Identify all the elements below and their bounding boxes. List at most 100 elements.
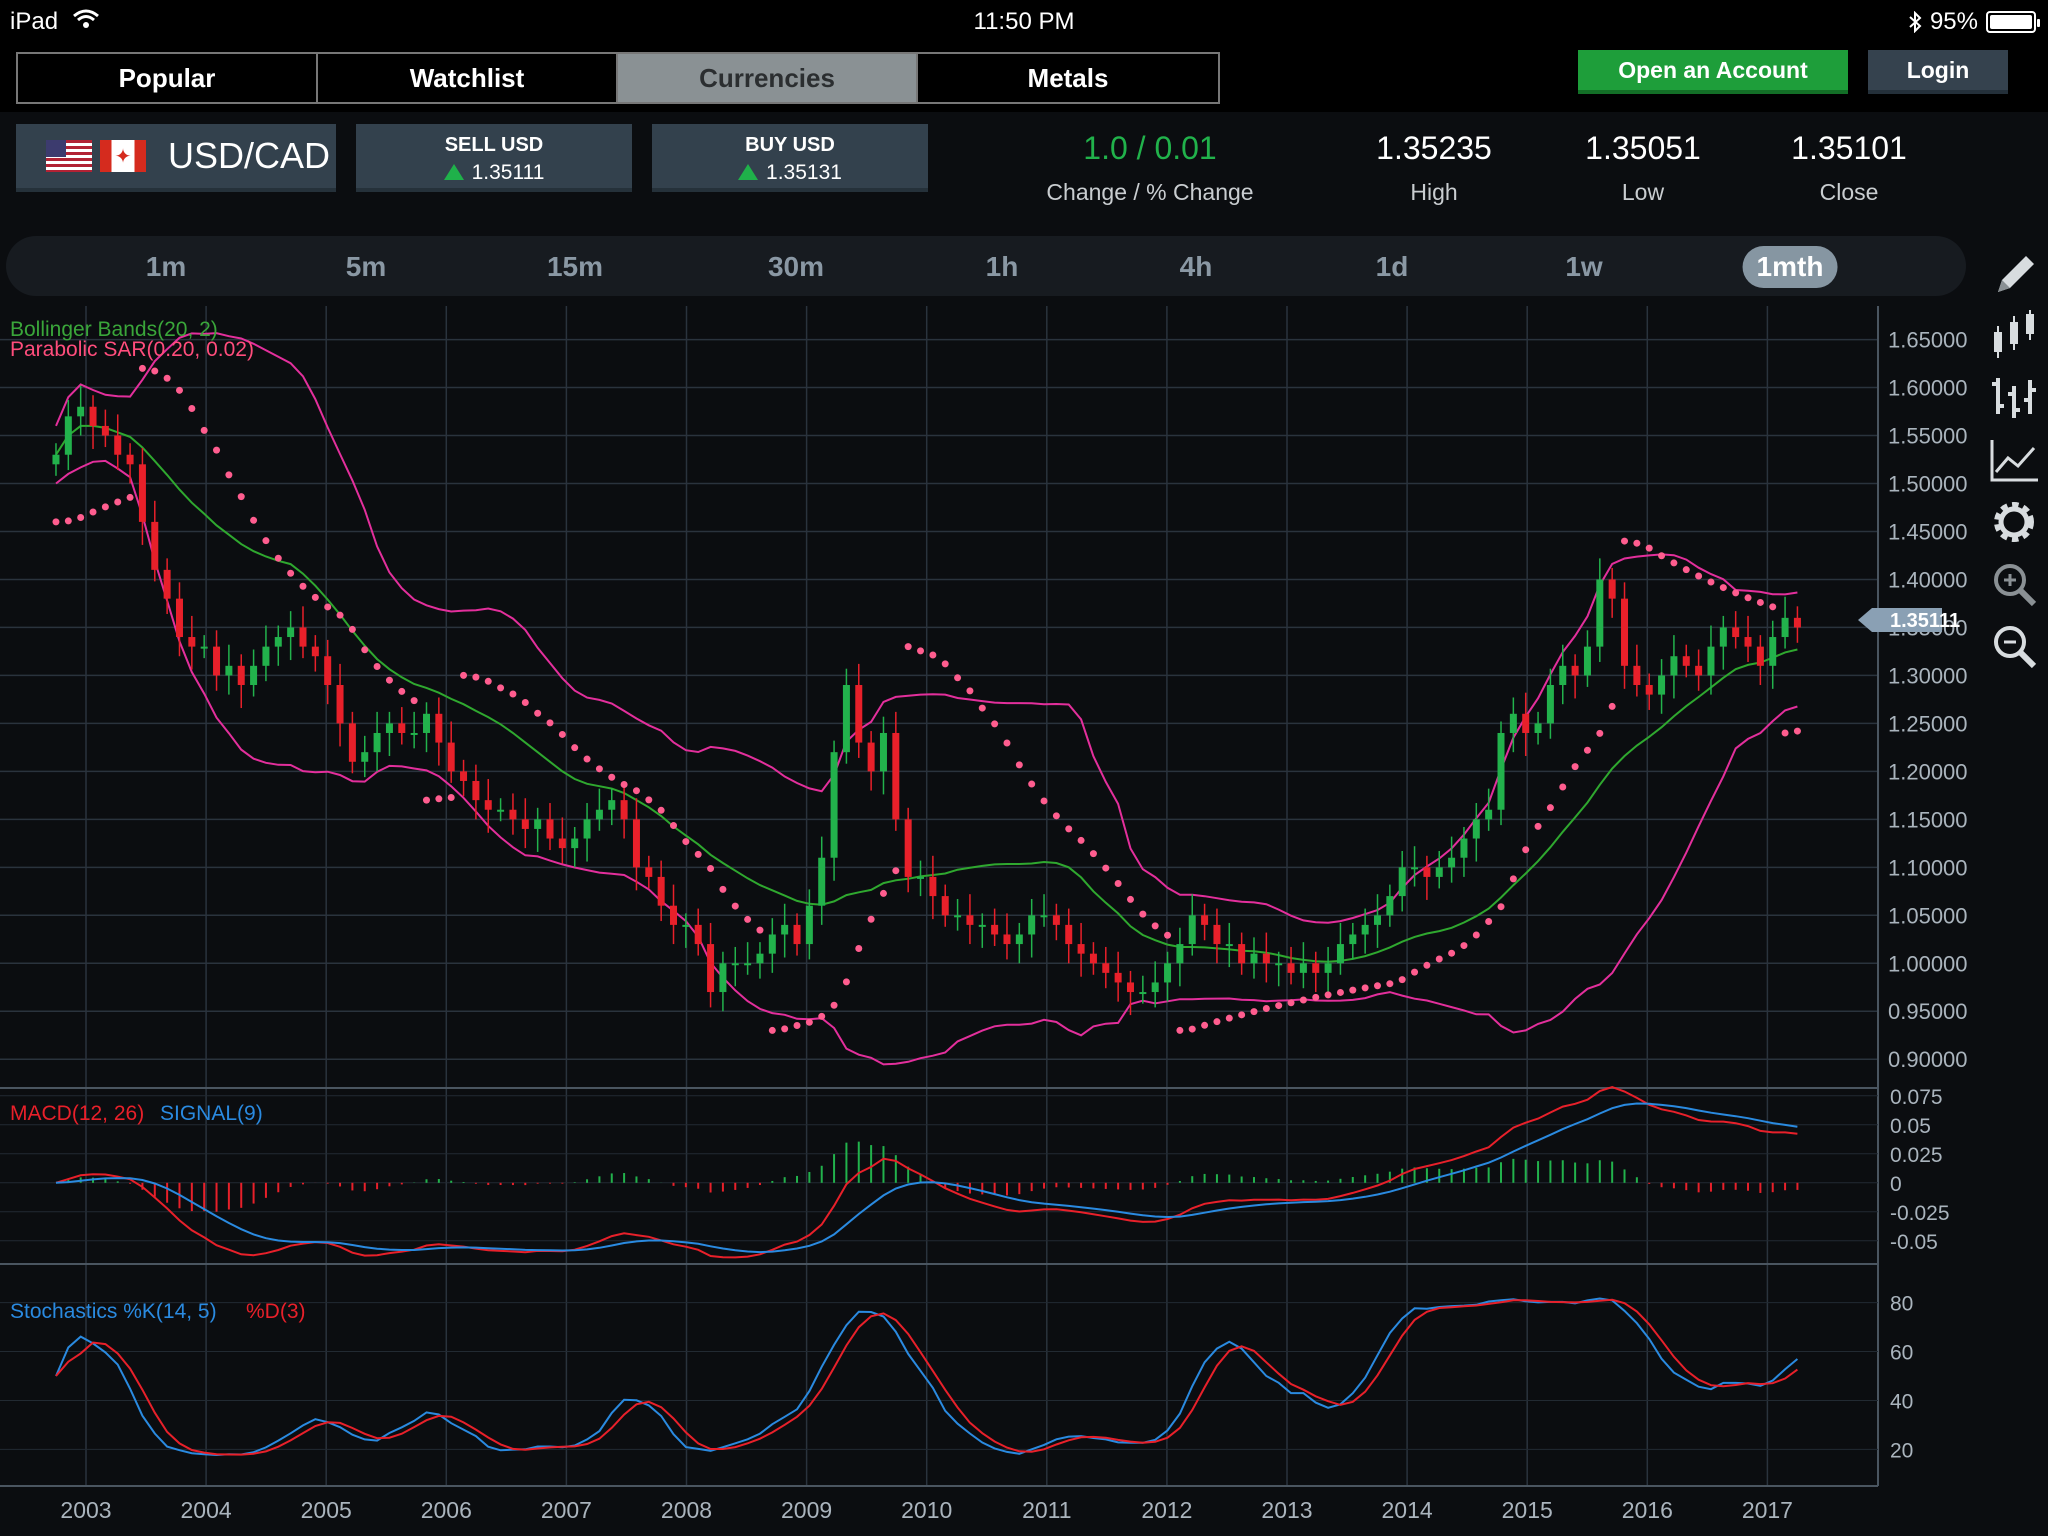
price-tick: 1.45000 [1888,519,1968,544]
sar-dot [1201,1021,1209,1029]
candle-body [64,416,72,455]
candle-body [1250,953,1258,964]
line-chart-icon[interactable] [1984,432,2044,488]
candle-body [694,924,702,945]
sar-dot [1583,746,1591,754]
sar-dot [620,780,628,788]
wifi-icon [73,9,99,28]
year-tick: 2007 [541,1497,592,1523]
login-button[interactable]: Login [1868,50,2008,94]
clock: 11:50 PM [973,8,1075,35]
sar-dot [1695,572,1703,580]
year-tick: 2008 [661,1497,712,1523]
open-account-button[interactable]: Open an Account [1578,50,1848,94]
timeframe-15m[interactable]: 15m [546,251,604,282]
zoom-out-icon[interactable] [1984,618,2044,674]
chart-area[interactable]: 1.65000 1.60000 1.55000 1.50000 1.45000 1.400… [0,306,1980,1536]
sar-dot [682,838,690,846]
tab-watchlist[interactable]: Watchlist [318,54,618,102]
sar-dot [1608,702,1616,710]
candle-body [1089,953,1097,964]
year-tick: 2014 [1382,1497,1433,1523]
candle-body [756,953,764,964]
price-tick: 1.20000 [1888,759,1968,784]
year-tick: 2016 [1622,1497,1673,1523]
candle-body [707,944,715,993]
sar-dot [917,647,925,655]
candlestick-icon[interactable] [1984,308,2044,364]
sar-dot [1262,1005,1270,1013]
price-tick: 1.60000 [1888,376,1968,401]
sar-dot [1682,566,1690,574]
sell-button[interactable]: SELL USD 1.35111 [356,124,632,192]
timeframe-1m[interactable]: 1m [145,251,187,282]
sar-dot [1398,976,1406,984]
timeframe-bar: 1m 5m 15m 30m 1h 4h 1d 1w 1mth [6,236,1966,296]
candle-body [682,924,690,927]
tab-metals[interactable]: Metals [918,54,1218,102]
candle-body [410,732,418,735]
tab-currencies[interactable]: Currencies [618,54,918,102]
chart-tools [1976,236,2048,1536]
sar-dot [855,945,863,953]
candle-body [77,406,85,417]
signal-legend: SIGNAL(9) [160,1102,263,1125]
candle-body [1102,963,1110,973]
stoch-tick: 40 [1890,1390,1913,1413]
candle-body [435,713,443,743]
sar-dot [64,517,72,525]
candle-body [1658,675,1666,695]
sar-dot [1275,1002,1283,1010]
buy-button[interactable]: BUY USD 1.35131 [652,124,928,192]
candle-body [571,838,579,849]
year-tick: 2005 [301,1497,352,1523]
sar-dot [1423,961,1431,969]
timeframe-5m[interactable]: 5m [345,251,387,282]
timeframe-1mth[interactable]: 1mth [1742,246,1838,288]
sar-dot [274,554,282,562]
settings-icon[interactable] [1984,494,2044,550]
ohlc-bars-icon[interactable] [1984,370,2044,426]
candle-body [1225,944,1233,947]
candle-body [1114,972,1122,983]
candle-body [1176,944,1184,964]
sar-dot [1621,537,1629,545]
timeframe-1d[interactable]: 1d [1375,251,1409,282]
sar-dot [175,386,183,394]
timeframe-30m[interactable]: 30m [767,251,825,282]
candle-body [1645,685,1653,695]
timeframe-4h[interactable]: 4h [1179,251,1213,282]
candle-body [842,685,850,753]
device-name: iPad [10,8,59,35]
macd-legend: MACD(12, 26) [10,1102,144,1125]
price-chart[interactable]: 1.65000 1.60000 1.55000 1.50000 1.45000 1.400… [0,306,1980,1536]
candle-body [151,521,159,570]
zoom-in-icon[interactable] [1984,556,2044,612]
close-label: Close [1819,179,1879,205]
candle-body [114,435,122,455]
currency-pair-selector[interactable]: ✦ USD/CAD [16,124,336,192]
us-flag-icon [46,140,92,172]
sar-dot [52,518,60,526]
candle-body [460,771,468,781]
timeframe-1w[interactable]: 1w [1565,251,1603,282]
macd-tick: 0.075 [1890,1086,1943,1109]
candle-body [1336,944,1344,964]
sar-dot [1188,1025,1196,1033]
sar-dot [818,1012,826,1020]
sar-dot [497,684,505,692]
close-stat: 1.35101 Close [1779,130,1919,206]
sar-dot [1571,763,1579,771]
sar-dot [1769,603,1777,611]
buy-price: 1.35131 [766,161,842,184]
sar-dot [114,498,122,506]
candle-body [1472,819,1480,839]
timeframe-1h[interactable]: 1h [985,251,1019,282]
tab-popular[interactable]: Popular [18,54,318,102]
pencil-icon[interactable] [1984,248,2044,304]
candle-body [1781,617,1789,638]
sar-dot [768,1026,776,1034]
candle-body [348,723,356,762]
sar-dot [595,765,603,773]
sar-dot [1435,955,1443,963]
